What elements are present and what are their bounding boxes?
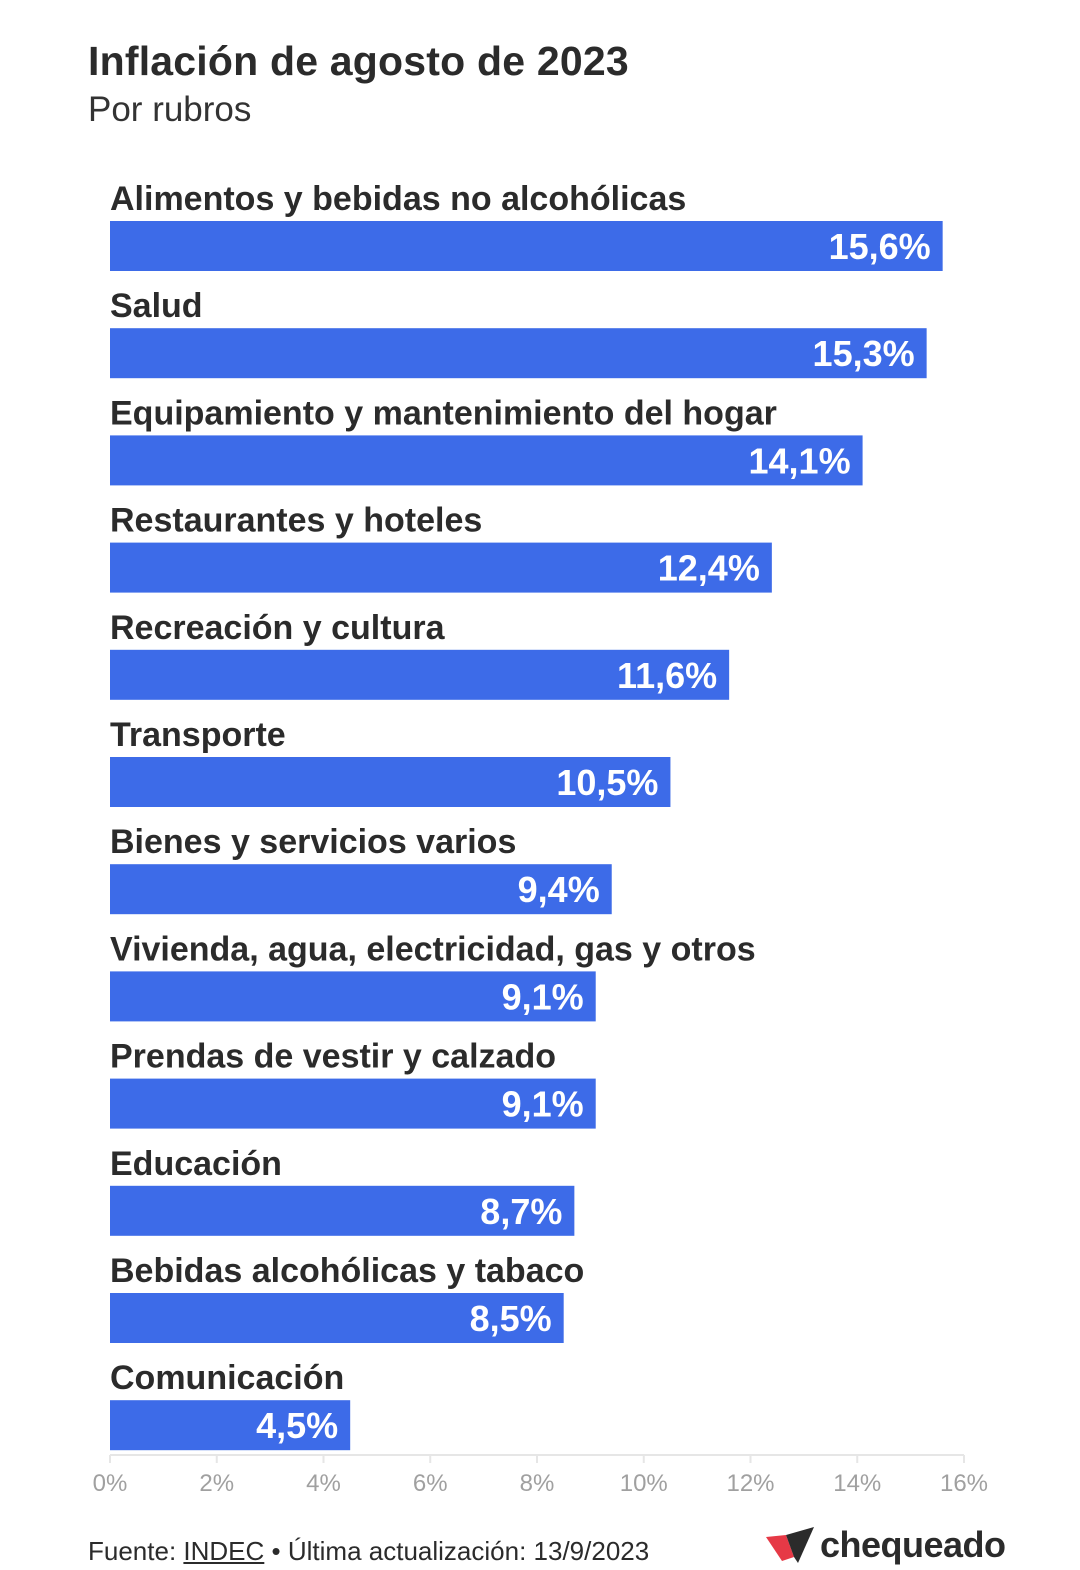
chart-title: Inflación de agosto de 2023 bbox=[88, 38, 629, 84]
bar-value-label: 8,5% bbox=[470, 1298, 552, 1339]
category-label: Alimentos y bebidas no alcohólicas bbox=[110, 180, 686, 218]
bar-value-label: 9,4% bbox=[518, 869, 600, 910]
bar-value-label: 9,1% bbox=[502, 976, 584, 1017]
bar-value-label: 12,4% bbox=[658, 548, 760, 589]
x-tick-label: 16% bbox=[940, 1470, 988, 1497]
category-label: Educación bbox=[110, 1145, 282, 1183]
category-label: Recreación y cultura bbox=[110, 609, 446, 647]
bar-value-label: 15,3% bbox=[813, 333, 915, 374]
bar bbox=[110, 542, 772, 593]
x-tick-label: 14% bbox=[833, 1470, 881, 1497]
bar bbox=[110, 757, 671, 807]
bar-value-label: 8,7% bbox=[480, 1191, 562, 1232]
category-label: Transporte bbox=[110, 716, 286, 754]
x-tick-label: 4% bbox=[306, 1470, 341, 1497]
last-updated: Última actualización: 13/9/2023 bbox=[287, 1536, 650, 1566]
x-tick-label: 0% bbox=[93, 1470, 128, 1497]
category-label: Restaurantes y hoteles bbox=[110, 502, 482, 540]
x-tick-label: 12% bbox=[726, 1470, 774, 1497]
source-footer: Fuente: INDEC • Última actualización: 13… bbox=[88, 1536, 649, 1567]
bar-chart: Alimentos y bebidas no alcohólicas 15,6% S… bbox=[93, 180, 988, 1497]
bar bbox=[110, 1185, 575, 1236]
chequeado-logo[interactable]: chequeado bbox=[764, 1522, 1006, 1568]
x-tick-label: 8% bbox=[520, 1470, 555, 1497]
source-prefix: Fuente: bbox=[88, 1536, 184, 1566]
x-tick-label: 6% bbox=[413, 1470, 448, 1497]
bar bbox=[110, 221, 943, 271]
bar bbox=[110, 435, 863, 486]
bar-value-label: 14,1% bbox=[749, 440, 851, 481]
bar bbox=[110, 649, 730, 700]
bar bbox=[110, 1078, 596, 1129]
chequeado-logo-mark-icon bbox=[766, 1527, 814, 1563]
bar-value-label: 9,1% bbox=[502, 1084, 584, 1125]
bar-value-label: 4,5% bbox=[256, 1405, 338, 1446]
x-tick-label: 2% bbox=[199, 1470, 234, 1497]
bar-value-label: 15,6% bbox=[829, 226, 931, 267]
source-link[interactable]: INDEC bbox=[183, 1536, 265, 1566]
bar bbox=[110, 328, 927, 379]
category-label: Bienes y servicios varios bbox=[110, 823, 516, 861]
chart-subtitle: Por rubros bbox=[88, 90, 252, 129]
category-label: Prendas de vestir y calzado bbox=[110, 1038, 556, 1076]
bar-value-label: 10,5% bbox=[556, 762, 658, 803]
logo-text: chequeado bbox=[820, 1524, 1006, 1565]
category-label: Bebidas alcohólicas y tabaco bbox=[110, 1252, 584, 1290]
category-label: Comunicación bbox=[110, 1359, 344, 1397]
bar bbox=[110, 864, 612, 915]
footer-separator: • bbox=[264, 1536, 288, 1566]
bar bbox=[110, 1293, 564, 1343]
bar bbox=[110, 971, 596, 1022]
category-label: Salud bbox=[110, 287, 203, 325]
x-tick-label: 10% bbox=[620, 1470, 668, 1497]
bar-value-label: 11,6% bbox=[617, 655, 717, 696]
category-label: Vivienda, agua, electricidad, gas y otro… bbox=[110, 930, 756, 968]
category-label: Equipamiento y mantenimiento del hogar bbox=[110, 394, 777, 432]
bar bbox=[110, 1400, 351, 1451]
